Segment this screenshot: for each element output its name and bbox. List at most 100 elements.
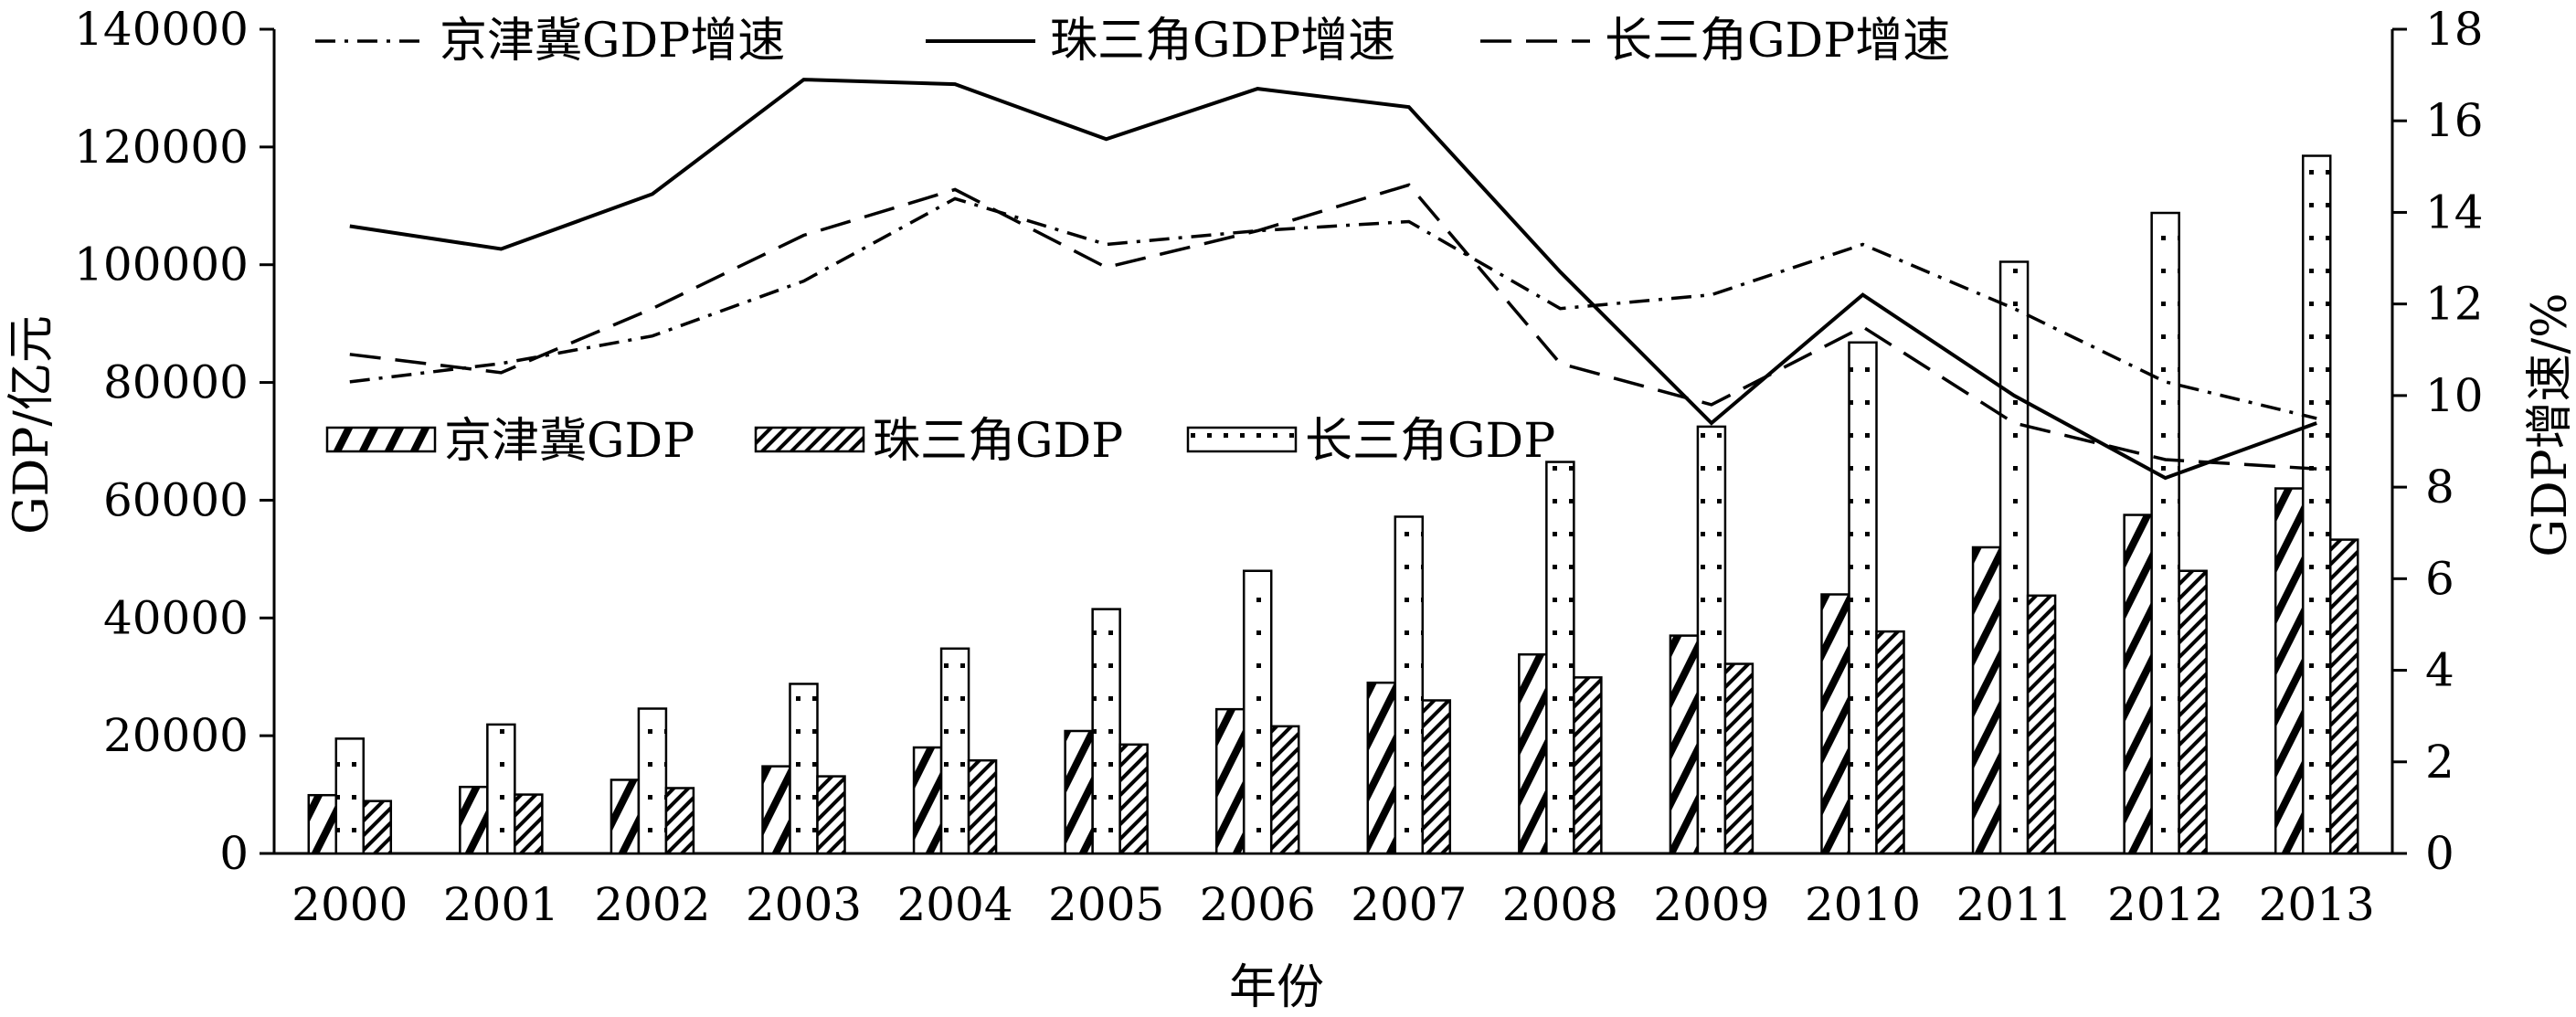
y2-tick-label: 12 <box>2425 278 2484 331</box>
x-tick-label: 2009 <box>1653 878 1769 931</box>
bar-changsanjiao <box>334 737 366 855</box>
x-tick-label: 2008 <box>1502 878 1618 931</box>
legend-label: 珠三角GDP <box>873 414 1123 469</box>
legend-changsanjiao: 长三角GDP <box>1186 414 1555 469</box>
legend-label: 京津冀GDP增速 <box>440 14 785 69</box>
bar-changsanjiao <box>939 647 970 855</box>
bar-changsanjiao <box>1394 515 1425 855</box>
y-tick-label: 140000 <box>74 3 249 56</box>
x-tick-label: 2011 <box>1956 878 2072 931</box>
legend-jingjinji: 京津冀GDP <box>325 414 694 469</box>
bar-zhusanjiao <box>967 758 998 855</box>
legend-zhusanjiao-growth: 珠三角GDP增速 <box>926 14 1395 69</box>
y-tick-label: 80000 <box>103 356 249 409</box>
y-axis-title: GDP/亿元 <box>5 315 59 535</box>
bar-jingjinji <box>1518 652 1548 855</box>
x-tick-label: 2007 <box>1351 878 1467 931</box>
bar-zhusanjiao <box>816 775 846 855</box>
bar-changsanjiao <box>1998 260 2030 855</box>
y-tick-label: 20000 <box>103 709 249 762</box>
line-changsanjiao-growth <box>349 183 2317 471</box>
bar-changsanjiao <box>2150 211 2180 855</box>
bar-zhusanjiao <box>362 800 393 855</box>
x-tick-label: 2004 <box>896 878 1012 931</box>
bar-jingjinji <box>1669 634 1700 855</box>
y-tick-label: 60000 <box>103 473 249 526</box>
bar-zhusanjiao <box>1573 676 1603 855</box>
y2-tick-label: 0 <box>2425 827 2454 880</box>
x-tick-label: 2005 <box>1048 878 1164 931</box>
bar-changsanjiao <box>637 707 668 855</box>
x-tick-label: 2006 <box>1200 878 1316 931</box>
bar-zhusanjiao <box>1118 743 1149 855</box>
legend-zhusanjiao: 珠三角GDP <box>754 414 1123 469</box>
y2-tick-label: 16 <box>2425 94 2484 147</box>
bar-changsanjiao <box>789 683 819 855</box>
legend-jingjinji-growth: 京津冀GDP增速 <box>315 14 785 69</box>
x-tick-label: 2000 <box>292 878 408 931</box>
bar-zhusanjiao <box>2178 569 2208 855</box>
line-zhusanjiao-growth <box>349 78 2317 481</box>
y-tick-label: 40000 <box>103 591 249 644</box>
bar-changsanjiao <box>486 723 516 855</box>
bar-jingjinji <box>1366 681 1397 855</box>
legend-label: 京津冀GDP <box>444 414 694 469</box>
bar-changsanjiao <box>2301 154 2332 855</box>
legend-bar-swatch <box>754 426 865 453</box>
y2-tick-label: 6 <box>2425 552 2454 605</box>
legend-label: 长三角GDP <box>1305 414 1555 469</box>
x-tick-label: 2012 <box>2107 878 2223 931</box>
y2-tick-label: 8 <box>2425 461 2454 514</box>
bar-zhusanjiao <box>664 787 695 855</box>
bar-jingjinji <box>1214 707 1246 855</box>
bar-zhusanjiao <box>1875 630 1905 855</box>
bar-jingjinji <box>761 765 791 855</box>
y2-tick-label: 10 <box>2425 369 2484 422</box>
y2-tick-label: 2 <box>2425 736 2454 789</box>
bar-changsanjiao <box>1545 461 1575 855</box>
y-tick-label: 0 <box>219 827 249 880</box>
bar-zhusanjiao <box>514 793 544 855</box>
bar-changsanjiao <box>1242 569 1273 855</box>
bar-jingjinji <box>2274 487 2305 855</box>
bar-changsanjiao <box>1848 341 1878 855</box>
x-tick-label: 2001 <box>443 878 559 931</box>
bar-jingjinji <box>459 785 489 855</box>
bar-jingjinji <box>1820 593 1850 855</box>
y-tick-label: 120000 <box>74 121 249 174</box>
x-axis-title: 年份 <box>1229 960 1324 1015</box>
y2-tick-label: 18 <box>2425 3 2484 56</box>
bar-zhusanjiao <box>2026 594 2057 855</box>
legend-bar-swatch <box>1186 426 1298 453</box>
bar-changsanjiao <box>1091 608 1121 855</box>
bar-zhusanjiao <box>1421 699 1452 855</box>
bar-jingjinji <box>1064 729 1094 855</box>
legend-label: 长三角GDP增速 <box>1605 14 1950 69</box>
y2-tick-label: 4 <box>2425 644 2454 697</box>
y-tick-label: 100000 <box>74 238 249 291</box>
bar-jingjinji <box>912 746 943 855</box>
x-tick-label: 2013 <box>2259 878 2375 931</box>
x-tick-label: 2002 <box>594 878 710 931</box>
x-tick-label: 2003 <box>746 878 862 931</box>
legend-label: 珠三角GDP增速 <box>1050 14 1395 69</box>
bar-jingjinji <box>2123 514 2153 855</box>
bar-zhusanjiao <box>1723 662 1754 855</box>
x-tick-label: 2010 <box>1805 878 1921 931</box>
bars <box>307 154 2359 855</box>
bar-jingjinji <box>610 779 641 855</box>
y2-tick-label: 14 <box>2425 185 2484 238</box>
bar-jingjinji <box>1971 546 2002 855</box>
axes: 0 20000 40000 60000 80000 100000 120000 140000 0… <box>74 3 2484 931</box>
bar-zhusanjiao <box>2328 538 2359 855</box>
bar-zhusanjiao <box>1269 725 1300 855</box>
y2-axis-title: GDP增速/% <box>2523 292 2576 556</box>
line-jingjinji-growth <box>349 196 2317 420</box>
bar-jingjinji <box>307 793 338 855</box>
legend-changsanjiao-growth: 长三角GDP增速 <box>1480 14 1950 69</box>
legend-bar-swatch <box>325 426 437 453</box>
bar-changsanjiao <box>1696 425 1727 855</box>
